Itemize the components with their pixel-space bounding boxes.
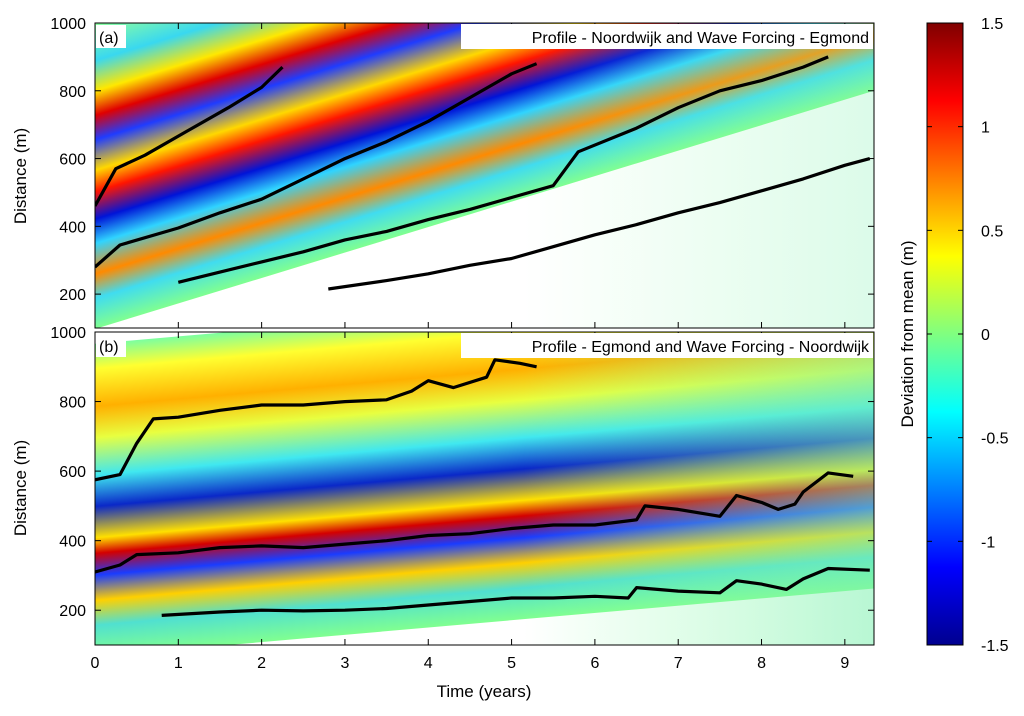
crest-line xyxy=(328,157,871,291)
panel-tag-b: (b) xyxy=(99,339,119,356)
y-axis-label-b: Distance (m) xyxy=(11,440,30,536)
y-tick-label: 600 xyxy=(59,152,86,169)
y-tick-label: 400 xyxy=(59,219,86,236)
colorbar-tick-label: -1 xyxy=(981,534,995,551)
y-tick-label: 1000 xyxy=(50,325,86,342)
y-tick-label: 1000 xyxy=(50,16,86,33)
crest-line xyxy=(95,358,537,482)
crest-line xyxy=(95,62,538,269)
colorbar-tick-label: -0.5 xyxy=(981,431,1009,448)
bar-crests-b xyxy=(95,358,870,617)
x-axis-label: Time (years) xyxy=(437,682,532,701)
panel-tag-bg-b xyxy=(96,334,126,357)
axes-frame-b xyxy=(94,331,875,646)
crest-line xyxy=(95,65,284,207)
x-tick-label: 2 xyxy=(257,655,266,672)
y-tick-label: 800 xyxy=(59,84,86,101)
bar-crests-a xyxy=(95,55,871,291)
colorbar-tick-label: 1.5 xyxy=(981,16,1003,33)
colorbar-ticks: 1.5 1 0.5 0 -0.5 -1 -1.5 xyxy=(927,16,1009,655)
crest-line xyxy=(177,55,829,284)
panel-title-bg-b xyxy=(461,333,873,358)
heatmap-field-a xyxy=(95,23,874,328)
y-tick-label: 200 xyxy=(59,287,86,304)
panel-title-b: Profile - Egmond and Wave Forcing - Noor… xyxy=(532,339,870,356)
colorbar-tick-label: 0 xyxy=(981,327,990,344)
panel-title-bg-a xyxy=(461,24,873,49)
x-tick-label: 4 xyxy=(424,655,433,672)
colorbar-label: Deviation from mean (m) xyxy=(898,240,917,427)
panel-title-a: Profile - Noordwijk and Wave Forcing - E… xyxy=(532,30,869,47)
heatmap-field-b xyxy=(95,332,874,645)
x-tick-label: 9 xyxy=(840,655,849,672)
y-tick-label: 400 xyxy=(59,534,86,551)
x-tick-label: 8 xyxy=(757,655,766,672)
y-tick-label: 200 xyxy=(59,603,86,620)
crest-line xyxy=(161,566,870,617)
colorbar-tick-label: 0.5 xyxy=(981,223,1003,240)
panel-tag-bg-a xyxy=(96,25,126,48)
x-tick-label: 6 xyxy=(590,655,599,672)
y-tick-label: 800 xyxy=(59,395,86,412)
x-tick-label: 1 xyxy=(174,655,183,672)
x-tick-label: 3 xyxy=(340,655,349,672)
colorbar-tick-label: -1.5 xyxy=(981,638,1009,655)
colorbar-tick-label: 1 xyxy=(981,120,990,137)
axes-frame-a xyxy=(94,22,875,329)
panel-tag-a: (a) xyxy=(99,30,119,47)
y-tick-label: 600 xyxy=(59,464,86,481)
x-tick-label: 0 xyxy=(91,655,100,672)
axis-ticks: 0 1 2 3 4 5 6 7 8 9 200 400 600 800 1000 200 400 600 800 10… xyxy=(50,16,874,672)
x-tick-label: 7 xyxy=(674,655,683,672)
colorbar xyxy=(926,22,964,646)
y-axis-label-a: Distance (m) xyxy=(11,128,30,224)
crest-line xyxy=(95,471,854,574)
x-tick-label: 5 xyxy=(507,655,516,672)
